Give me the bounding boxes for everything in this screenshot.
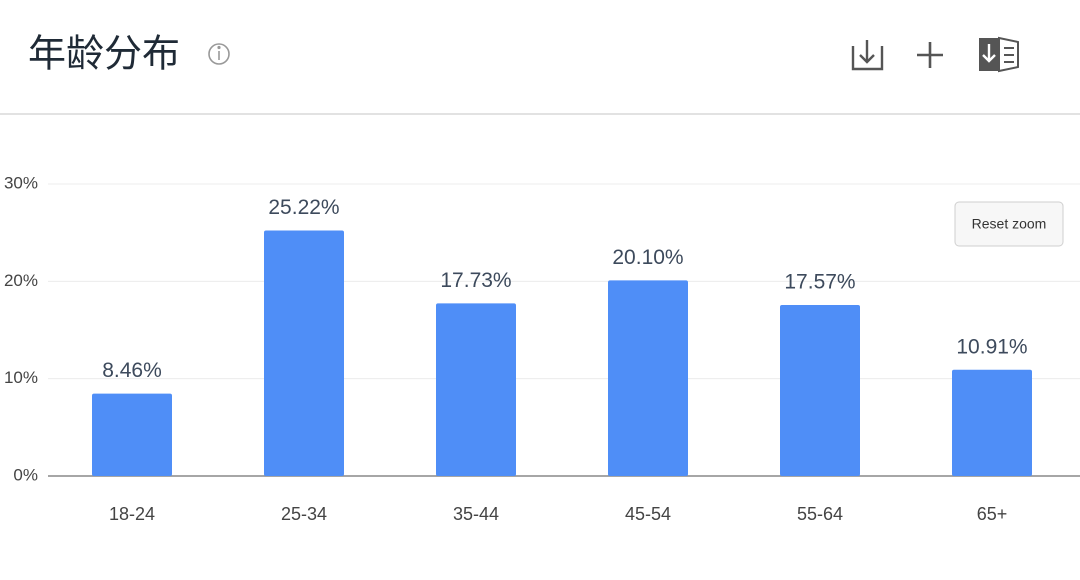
download-icon[interactable] <box>851 40 884 71</box>
bar <box>264 230 344 476</box>
x-tick-label: 25-34 <box>281 504 327 524</box>
x-tick-label: 55-64 <box>797 504 843 524</box>
bar <box>436 303 516 476</box>
export-icon[interactable] <box>979 36 1019 73</box>
chart-title: 年龄分布 <box>28 32 180 76</box>
value-label: 17.57% <box>784 271 855 294</box>
value-label: 20.10% <box>612 246 683 269</box>
info-icon[interactable] <box>208 43 230 65</box>
x-tick-label: 65+ <box>977 504 1008 524</box>
button-background[interactable] <box>954 201 1064 247</box>
value-label: 17.73% <box>440 269 511 292</box>
value-label: 10.91% <box>956 335 1027 358</box>
value-label: 25.22% <box>268 196 339 219</box>
y-tick-label: 0% <box>13 465 38 484</box>
x-tick-label: 35-44 <box>453 504 499 524</box>
add-icon[interactable] <box>917 42 943 68</box>
y-tick-label: 30% <box>4 173 38 192</box>
bar <box>952 369 1032 476</box>
x-tick-label: 18-24 <box>109 504 155 524</box>
bar <box>608 280 688 476</box>
x-tick-label: 45-54 <box>625 504 671 524</box>
y-tick-label: 10% <box>4 368 38 387</box>
value-label: 8.46% <box>102 359 162 382</box>
reset-zoom-button[interactable]: Reset zoom <box>954 201 1064 247</box>
plot-area: 0% 10% 20% 30% 18-24 8.46% 25-34 25.22% 35-44 17.… <box>4 173 1080 524</box>
button-label[interactable]: Reset zoom <box>972 216 1047 232</box>
bar <box>92 393 172 476</box>
bar <box>780 304 860 476</box>
y-tick-label: 20% <box>4 271 38 290</box>
